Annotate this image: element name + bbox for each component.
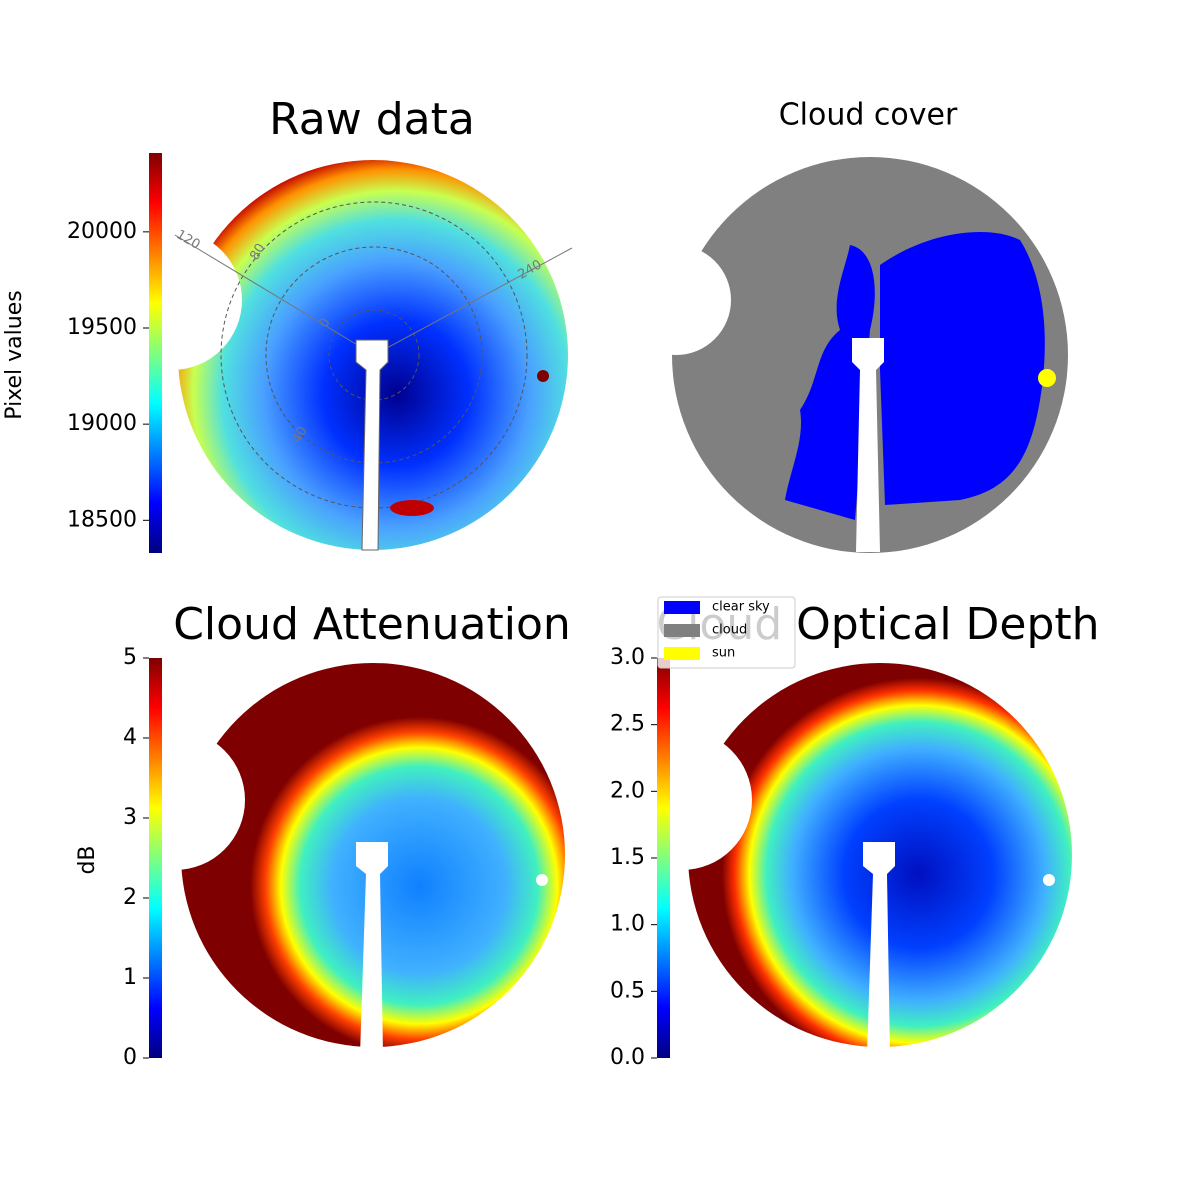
panel-title: Cloud cover — [779, 98, 958, 133]
sky-image — [102, 160, 573, 551]
colorbar-tick-label: 5 — [123, 645, 137, 670]
colorbar — [149, 658, 162, 1058]
colorbar-tick-label: 2 — [123, 885, 137, 910]
legend-swatch — [664, 601, 700, 614]
sky-image — [612, 663, 1072, 1055]
cloud-mask — [621, 157, 1068, 553]
colorbar-label: Pixel values — [2, 290, 27, 419]
colorbar-tick-label: 2.0 — [610, 778, 645, 803]
colorbar-tick-label: 19000 — [67, 411, 137, 436]
colorbar-tick-label: 1.5 — [610, 845, 645, 870]
legend-swatch — [664, 647, 700, 660]
colorbar-tick-label: 1.0 — [610, 912, 645, 937]
colorbar-tick-label: 19500 — [67, 315, 137, 340]
legend-swatch — [664, 624, 700, 637]
legend-label: clear sky — [712, 600, 770, 615]
legend: clear sky cloud sun — [657, 596, 796, 669]
legend-label: cloud — [712, 623, 747, 638]
legend-label: sun — [712, 646, 735, 661]
colorbar-tick-label: 2.5 — [610, 712, 645, 737]
sky-image — [105, 663, 565, 1055]
colorbar — [657, 658, 670, 1058]
polar-label: 40 — [289, 424, 310, 446]
colorbar — [149, 153, 162, 553]
panel-title: Cloud Attenuation — [173, 599, 571, 650]
colorbar-label: dB — [75, 845, 100, 874]
colorbar-tick-label: 3 — [123, 805, 137, 830]
colorbar-tick-label: 0 — [123, 1045, 137, 1070]
colorbar-tick-label: 3.0 — [610, 645, 645, 670]
colorbar-tick-label: 20000 — [67, 219, 137, 244]
colorbar-tick-label: 4 — [123, 725, 137, 750]
colorbar-tick-label: 1 — [123, 965, 137, 990]
colorbar-tick-label: 18500 — [67, 507, 137, 532]
panel-title: Raw data — [269, 94, 475, 145]
colorbar-tick-label: 0.0 — [610, 1045, 645, 1070]
colorbar-tick-label: 0.5 — [610, 978, 645, 1003]
polar-label: 80 — [247, 241, 268, 263]
